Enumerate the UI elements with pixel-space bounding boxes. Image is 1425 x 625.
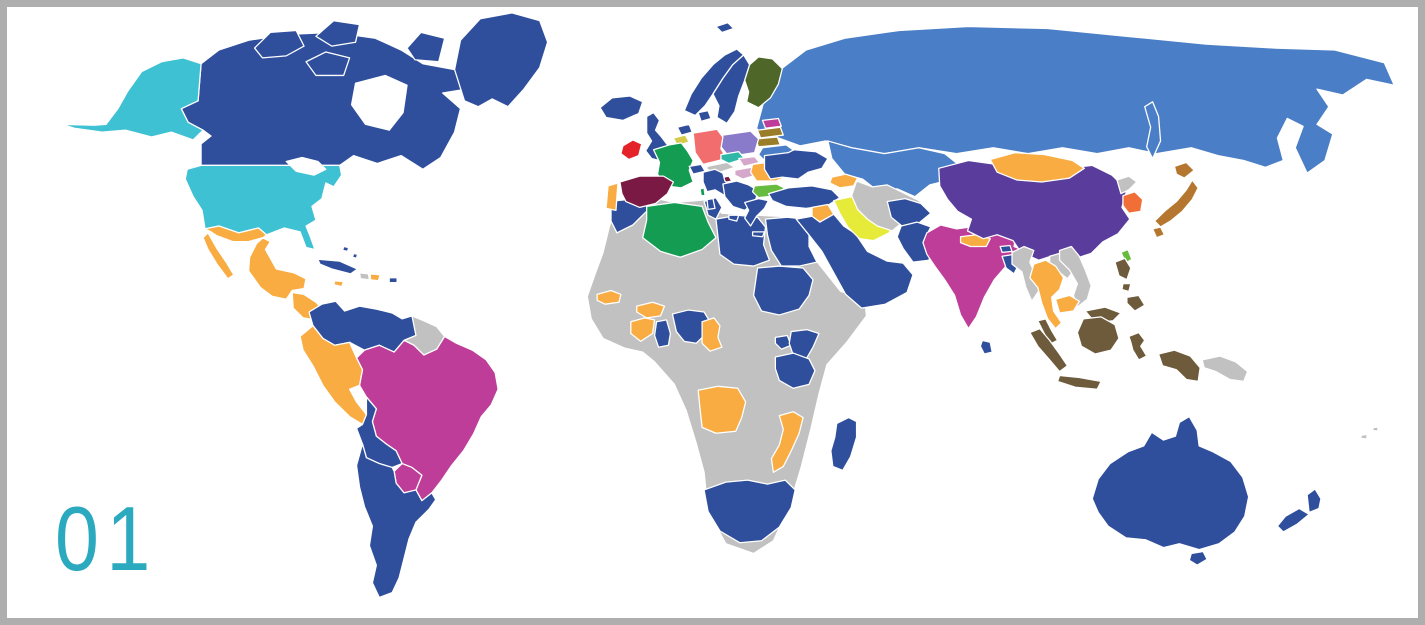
region-senegal xyxy=(596,289,622,305)
region-australia xyxy=(1091,415,1250,551)
region-sardinia xyxy=(706,197,716,210)
figure-label: 01 xyxy=(55,487,158,590)
region-corsica xyxy=(699,187,706,197)
region-russia xyxy=(755,25,1395,174)
region-portugal xyxy=(605,182,619,211)
region-afghanistan xyxy=(886,197,932,228)
region-cameroon xyxy=(701,317,723,352)
region-tanzania xyxy=(774,352,816,389)
region-mindanao xyxy=(1126,294,1146,312)
region-madagascar xyxy=(830,416,858,472)
region-burkina-faso xyxy=(636,301,666,319)
region-vietnam xyxy=(1058,245,1092,308)
region-latvia xyxy=(756,126,784,139)
region-tasmania xyxy=(1188,550,1208,566)
region-peru-ecuador xyxy=(299,325,368,426)
region-denmark xyxy=(697,109,712,123)
region-mexico xyxy=(204,225,307,300)
region-puerto-rico xyxy=(388,277,398,284)
region-greece xyxy=(744,197,770,227)
region-south-korea xyxy=(1122,191,1144,214)
region-sri-lanka xyxy=(979,339,993,355)
region-czechia xyxy=(720,151,746,165)
region-sulawesi xyxy=(1128,331,1148,361)
region-argentina-chile xyxy=(355,443,437,599)
region-lithuania xyxy=(754,136,781,148)
region-greenland xyxy=(453,12,549,108)
region-sakhalin xyxy=(1144,101,1162,160)
region-ukraine xyxy=(763,149,829,180)
region-svalbard xyxy=(715,22,735,34)
region-oceania-island xyxy=(1371,426,1380,432)
region-caucasus xyxy=(829,173,859,189)
region-arabia xyxy=(795,213,914,309)
region-nz-north xyxy=(1306,488,1322,514)
hudson-bay xyxy=(350,74,408,131)
region-slovakia xyxy=(738,155,761,167)
region-ivory-coast xyxy=(630,317,656,342)
region-japan-kyushu xyxy=(1151,226,1166,239)
region-north-korea xyxy=(1116,175,1138,195)
region-bahamas xyxy=(351,252,359,259)
region-iceland xyxy=(599,95,644,122)
region-japan-hokkaido xyxy=(1173,161,1195,179)
region-mozambique xyxy=(770,411,804,473)
region-algeria xyxy=(642,201,717,258)
region-sicily xyxy=(728,214,740,222)
region-oceania-island xyxy=(1359,433,1369,440)
region-thailand xyxy=(1029,259,1065,330)
region-arctic-island xyxy=(253,29,305,59)
world-map xyxy=(61,12,1395,599)
region-luzon xyxy=(1114,257,1132,281)
region-haiti xyxy=(358,272,371,281)
region-bhutan xyxy=(999,244,1013,254)
region-papua-new-guinea xyxy=(1201,355,1249,383)
region-japan-honshu xyxy=(1153,179,1199,228)
region-west-papua xyxy=(1157,349,1201,383)
region-ghana xyxy=(653,319,672,348)
region-ireland xyxy=(620,139,643,161)
region-uganda xyxy=(774,334,792,350)
region-nz-south xyxy=(1276,507,1310,533)
region-java xyxy=(1056,374,1102,390)
region-south-africa xyxy=(703,479,796,544)
region-finland xyxy=(744,56,783,109)
region-cambodia xyxy=(1054,294,1081,314)
region-mongolia xyxy=(989,152,1085,183)
region-baja xyxy=(202,232,235,280)
region-bahamas xyxy=(342,245,350,253)
region-jamaica xyxy=(333,280,345,288)
region-dominican-republic xyxy=(369,273,381,282)
region-arctic-island xyxy=(315,20,361,47)
region-netherlands xyxy=(676,123,693,136)
region-estonia xyxy=(761,117,782,129)
region-cuba xyxy=(317,258,359,275)
region-spain xyxy=(619,175,675,209)
region-borneo xyxy=(1076,316,1120,355)
region-sweden xyxy=(712,54,751,124)
region-angola xyxy=(697,385,747,434)
region-usa xyxy=(184,164,343,251)
region-alaska xyxy=(61,57,204,141)
region-crete xyxy=(751,231,766,238)
region-kenya xyxy=(788,328,820,362)
great-lakes xyxy=(285,156,327,176)
region-arctic-island xyxy=(406,31,446,63)
region-arctic-island xyxy=(305,51,351,77)
region-sudan xyxy=(752,265,814,316)
region-sumatra xyxy=(1029,327,1069,373)
region-visayas xyxy=(1121,283,1132,293)
